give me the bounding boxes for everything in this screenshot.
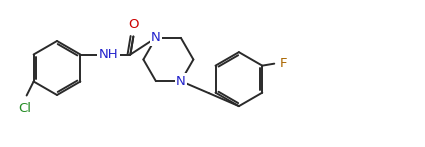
Text: Cl: Cl <box>18 101 31 115</box>
Text: N: N <box>151 31 161 44</box>
Text: O: O <box>128 17 139 30</box>
Text: F: F <box>279 57 287 70</box>
Text: NH: NH <box>99 48 118 61</box>
Text: N: N <box>176 75 186 88</box>
